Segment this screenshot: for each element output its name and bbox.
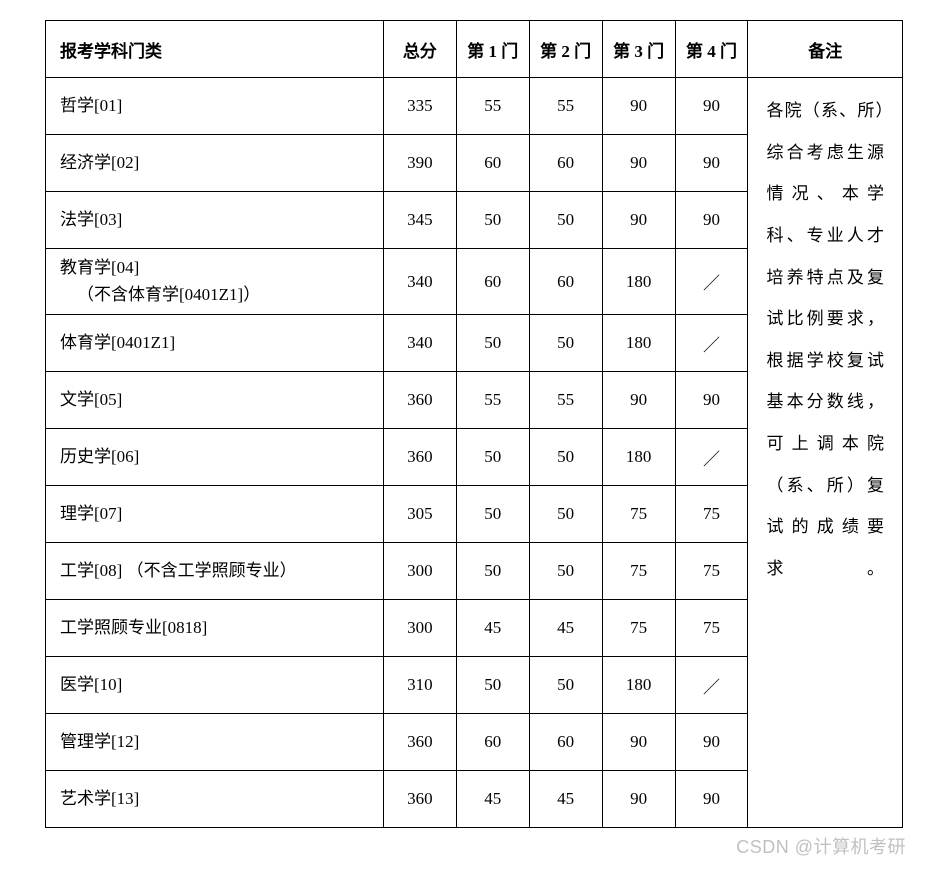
cell-subject: 哲学[01] [46, 78, 384, 135]
table-header-row: 报考学科门类 总分 第 1 门 第 2 门 第 3 门 第 4 门 备注 [46, 21, 903, 78]
cell-subject: 医学[10] [46, 657, 384, 714]
cell-e4: 75 [675, 543, 748, 600]
cell-e4: 90 [675, 714, 748, 771]
cell-total: 335 [383, 78, 456, 135]
cell-e2: 45 [529, 600, 602, 657]
cell-e3: 90 [602, 78, 675, 135]
cell-e3: 180 [602, 249, 675, 315]
cell-e4: ／ [675, 429, 748, 486]
cell-e1: 50 [456, 486, 529, 543]
cell-total: 300 [383, 600, 456, 657]
cell-e3: 90 [602, 771, 675, 828]
cell-subject: 工学照顾专业[0818] [46, 600, 384, 657]
cell-subject: 艺术学[13] [46, 771, 384, 828]
cell-e3: 75 [602, 543, 675, 600]
cell-total: 360 [383, 714, 456, 771]
cell-e4: ／ [675, 657, 748, 714]
cell-e1: 50 [456, 192, 529, 249]
cell-total: 345 [383, 192, 456, 249]
cell-e4: 90 [675, 192, 748, 249]
cell-e2: 50 [529, 486, 602, 543]
cell-e1: 45 [456, 771, 529, 828]
cell-e4: 90 [675, 771, 748, 828]
cell-e2: 60 [529, 135, 602, 192]
subject-main: 教育学[04] [60, 258, 139, 277]
cell-note: 各院（系、所）综合考虑生源情况、本学科、专业人才培养特点及复试比例要求，根据学校… [748, 78, 903, 828]
header-exam2: 第 2 门 [529, 21, 602, 78]
cell-e1: 60 [456, 714, 529, 771]
cell-e3: 90 [602, 714, 675, 771]
header-exam1: 第 1 门 [456, 21, 529, 78]
cell-e1: 50 [456, 315, 529, 372]
cell-e2: 60 [529, 714, 602, 771]
cell-subject: 历史学[06] [46, 429, 384, 486]
cell-subject: 经济学[02] [46, 135, 384, 192]
cell-e1: 45 [456, 600, 529, 657]
cell-e1: 55 [456, 372, 529, 429]
cell-e2: 50 [529, 657, 602, 714]
cell-e1: 60 [456, 249, 529, 315]
cell-e4: ／ [675, 249, 748, 315]
watermark-text: CSDN @计算机考研 [736, 833, 906, 859]
cell-e4: 90 [675, 78, 748, 135]
cell-e1: 60 [456, 135, 529, 192]
cell-total: 340 [383, 315, 456, 372]
cell-subject: 管理学[12] [46, 714, 384, 771]
cell-e4: 75 [675, 600, 748, 657]
cell-subject: 体育学[0401Z1] [46, 315, 384, 372]
subject-sub: （不含体育学[0401Z1]） [60, 282, 373, 308]
header-note: 备注 [748, 21, 903, 78]
cell-e1: 50 [456, 543, 529, 600]
cell-e3: 90 [602, 135, 675, 192]
cell-e3: 90 [602, 372, 675, 429]
cell-total: 300 [383, 543, 456, 600]
cell-total: 310 [383, 657, 456, 714]
cell-e3: 75 [602, 600, 675, 657]
header-total: 总分 [383, 21, 456, 78]
cell-e4: 90 [675, 135, 748, 192]
cell-subject: 教育学[04] （不含体育学[0401Z1]） [46, 249, 384, 315]
score-table: 报考学科门类 总分 第 1 门 第 2 门 第 3 门 第 4 门 备注 哲学[… [45, 20, 903, 828]
cell-e1: 55 [456, 78, 529, 135]
cell-e3: 180 [602, 429, 675, 486]
cell-total: 360 [383, 771, 456, 828]
cell-e2: 60 [529, 249, 602, 315]
cell-e3: 180 [602, 315, 675, 372]
cell-subject: 工学[08] （不含工学照顾专业） [46, 543, 384, 600]
header-exam4: 第 4 门 [675, 21, 748, 78]
cell-total: 360 [383, 372, 456, 429]
cell-total: 360 [383, 429, 456, 486]
header-exam3: 第 3 门 [602, 21, 675, 78]
cell-subject: 理学[07] [46, 486, 384, 543]
cell-e2: 55 [529, 372, 602, 429]
cell-subject: 文学[05] [46, 372, 384, 429]
cell-e1: 50 [456, 657, 529, 714]
cell-e2: 50 [529, 429, 602, 486]
cell-total: 390 [383, 135, 456, 192]
cell-e4: 75 [675, 486, 748, 543]
cell-e3: 180 [602, 657, 675, 714]
cell-e2: 45 [529, 771, 602, 828]
cell-e2: 50 [529, 315, 602, 372]
cell-subject: 法学[03] [46, 192, 384, 249]
cell-e4: 90 [675, 372, 748, 429]
cell-e2: 50 [529, 192, 602, 249]
cell-e2: 50 [529, 543, 602, 600]
cell-e1: 50 [456, 429, 529, 486]
cell-e3: 75 [602, 486, 675, 543]
cell-total: 340 [383, 249, 456, 315]
cell-e4: ／ [675, 315, 748, 372]
header-subject: 报考学科门类 [46, 21, 384, 78]
table-row: 哲学[01] 335 55 55 90 90 各院（系、所）综合考虑生源情况、本… [46, 78, 903, 135]
cell-total: 305 [383, 486, 456, 543]
cell-e3: 90 [602, 192, 675, 249]
cell-e2: 55 [529, 78, 602, 135]
table-body: 哲学[01] 335 55 55 90 90 各院（系、所）综合考虑生源情况、本… [46, 78, 903, 828]
